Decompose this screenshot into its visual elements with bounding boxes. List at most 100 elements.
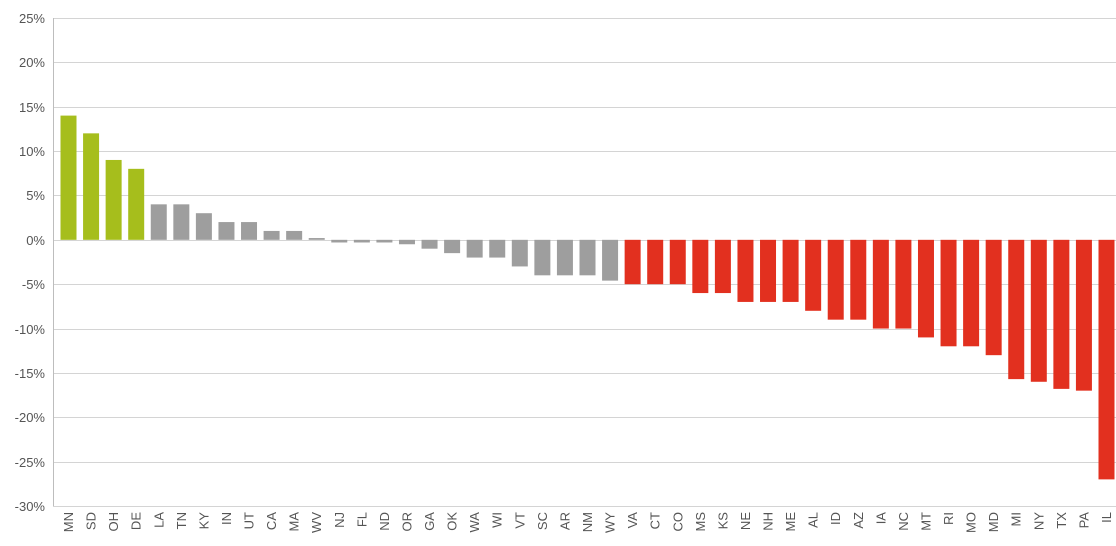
bar-ms [692, 239, 709, 294]
bar-wv [308, 238, 325, 240]
x-tick-label: MN [61, 512, 76, 532]
y-tick-label: 0% [26, 233, 45, 248]
bar-sc [534, 239, 551, 276]
x-tick-label: TN [174, 512, 189, 529]
bar-il [1098, 239, 1115, 480]
bar-ia [872, 239, 889, 329]
bar-md [985, 239, 1002, 356]
bar-ma [286, 230, 303, 240]
x-tick-label: NC [896, 512, 911, 531]
x-tick-label: AZ [851, 512, 866, 529]
x-tick-label: RI [941, 512, 956, 525]
bar-ok [444, 239, 461, 254]
y-tick-label: -10% [15, 322, 46, 337]
x-tick-label: SD [84, 512, 99, 530]
x-tick-label: CT [648, 512, 663, 529]
bar-az [850, 239, 867, 320]
y-tick-label: 25% [19, 11, 45, 26]
bar-ne [737, 239, 754, 302]
bar-id [827, 239, 844, 320]
bar-vt [511, 239, 528, 267]
x-tick-label: WY [603, 512, 618, 533]
bar-de [128, 168, 145, 240]
bar-nh [760, 239, 777, 302]
bar-ks [714, 239, 731, 294]
y-tick-label: 10% [19, 144, 45, 159]
y-tick-label: 15% [19, 100, 45, 115]
bars [60, 115, 1115, 480]
bar-co [669, 239, 686, 285]
x-tick-label: ME [783, 512, 798, 532]
bar-nc [895, 239, 912, 329]
y-tick-label: -25% [15, 455, 46, 470]
x-tick-label: OK [445, 512, 460, 531]
x-tick-label: WV [309, 512, 324, 533]
x-tick-label: NM [580, 512, 595, 532]
x-tick-label: WI [490, 512, 505, 528]
bar-al [805, 239, 822, 311]
bar-pa [1075, 239, 1092, 391]
y-tick-label: 5% [26, 188, 45, 203]
bar-wy [602, 239, 619, 281]
bar-ri [940, 239, 957, 347]
bar-la [150, 204, 167, 240]
x-tick-label: CA [264, 512, 279, 530]
x-tick-label: AR [557, 512, 572, 530]
x-tick-label: OH [106, 512, 121, 532]
bar-nm [579, 239, 596, 276]
bar-mn [60, 115, 77, 240]
x-tick-label: IA [873, 512, 888, 525]
x-tick-label: MO [964, 512, 979, 533]
bar-nj [331, 239, 348, 243]
x-tick-label: LA [151, 512, 166, 528]
bar-va [624, 239, 641, 285]
y-tick-label: -15% [15, 366, 46, 381]
bar-oh [105, 159, 122, 240]
x-tick-label: KS [715, 512, 730, 530]
x-tick-label: DE [129, 512, 144, 530]
bar-ct [647, 239, 664, 285]
bar-mt [917, 239, 934, 338]
x-tick-label: NY [1031, 512, 1046, 530]
bar-ga [421, 239, 438, 249]
x-tick-label: IN [219, 512, 234, 525]
x-tick-label: WA [467, 512, 482, 533]
x-tick-label: ID [828, 512, 843, 525]
x-tick-label: NJ [332, 512, 347, 528]
bar-ky [195, 213, 212, 240]
x-tick-label: NE [738, 512, 753, 530]
x-tick-label: KY [196, 512, 211, 530]
y-axis-tick-labels: 25% 20% 15% 10% 5% 0% -5% -10% -15% -20% -25% -30% [15, 11, 46, 514]
x-tick-label: GA [422, 512, 437, 531]
x-tick-label: UT [242, 512, 257, 529]
bar-mi [1008, 239, 1025, 380]
bar-wi [489, 239, 506, 258]
y-tick-label: -30% [15, 499, 46, 514]
bar-fl [353, 239, 370, 243]
x-tick-label: MS [693, 512, 708, 532]
bar-nd [376, 239, 393, 243]
x-tick-label: MD [986, 512, 1001, 532]
x-tick-label: FL [354, 512, 369, 527]
bar-wa [466, 239, 483, 258]
x-tick-label: AL [806, 512, 821, 528]
x-tick-label: SC [535, 512, 550, 530]
bar-ny [1030, 239, 1047, 382]
x-tick-label: VT [512, 512, 527, 529]
x-tick-label: TX [1054, 512, 1069, 529]
x-tick-label: ND [377, 512, 392, 531]
x-tick-label: NH [761, 512, 776, 531]
bar-mo [963, 239, 980, 347]
bar-me [782, 239, 799, 302]
bar-ca [263, 230, 280, 240]
bar-sd [83, 133, 100, 240]
x-tick-label: VA [625, 512, 640, 529]
x-tick-label: PA [1076, 512, 1091, 529]
bar-tn [173, 204, 190, 240]
x-tick-label: MI [1009, 512, 1024, 526]
x-tick-label: MT [918, 512, 933, 531]
x-axis-tick-labels: MN SD OH DE LA TN KY IN UT CA MA WV NJ FL ND OR GA OK WA WI… [61, 512, 1114, 533]
x-tick-label: IL [1099, 512, 1114, 523]
y-tick-label: -20% [15, 410, 46, 425]
